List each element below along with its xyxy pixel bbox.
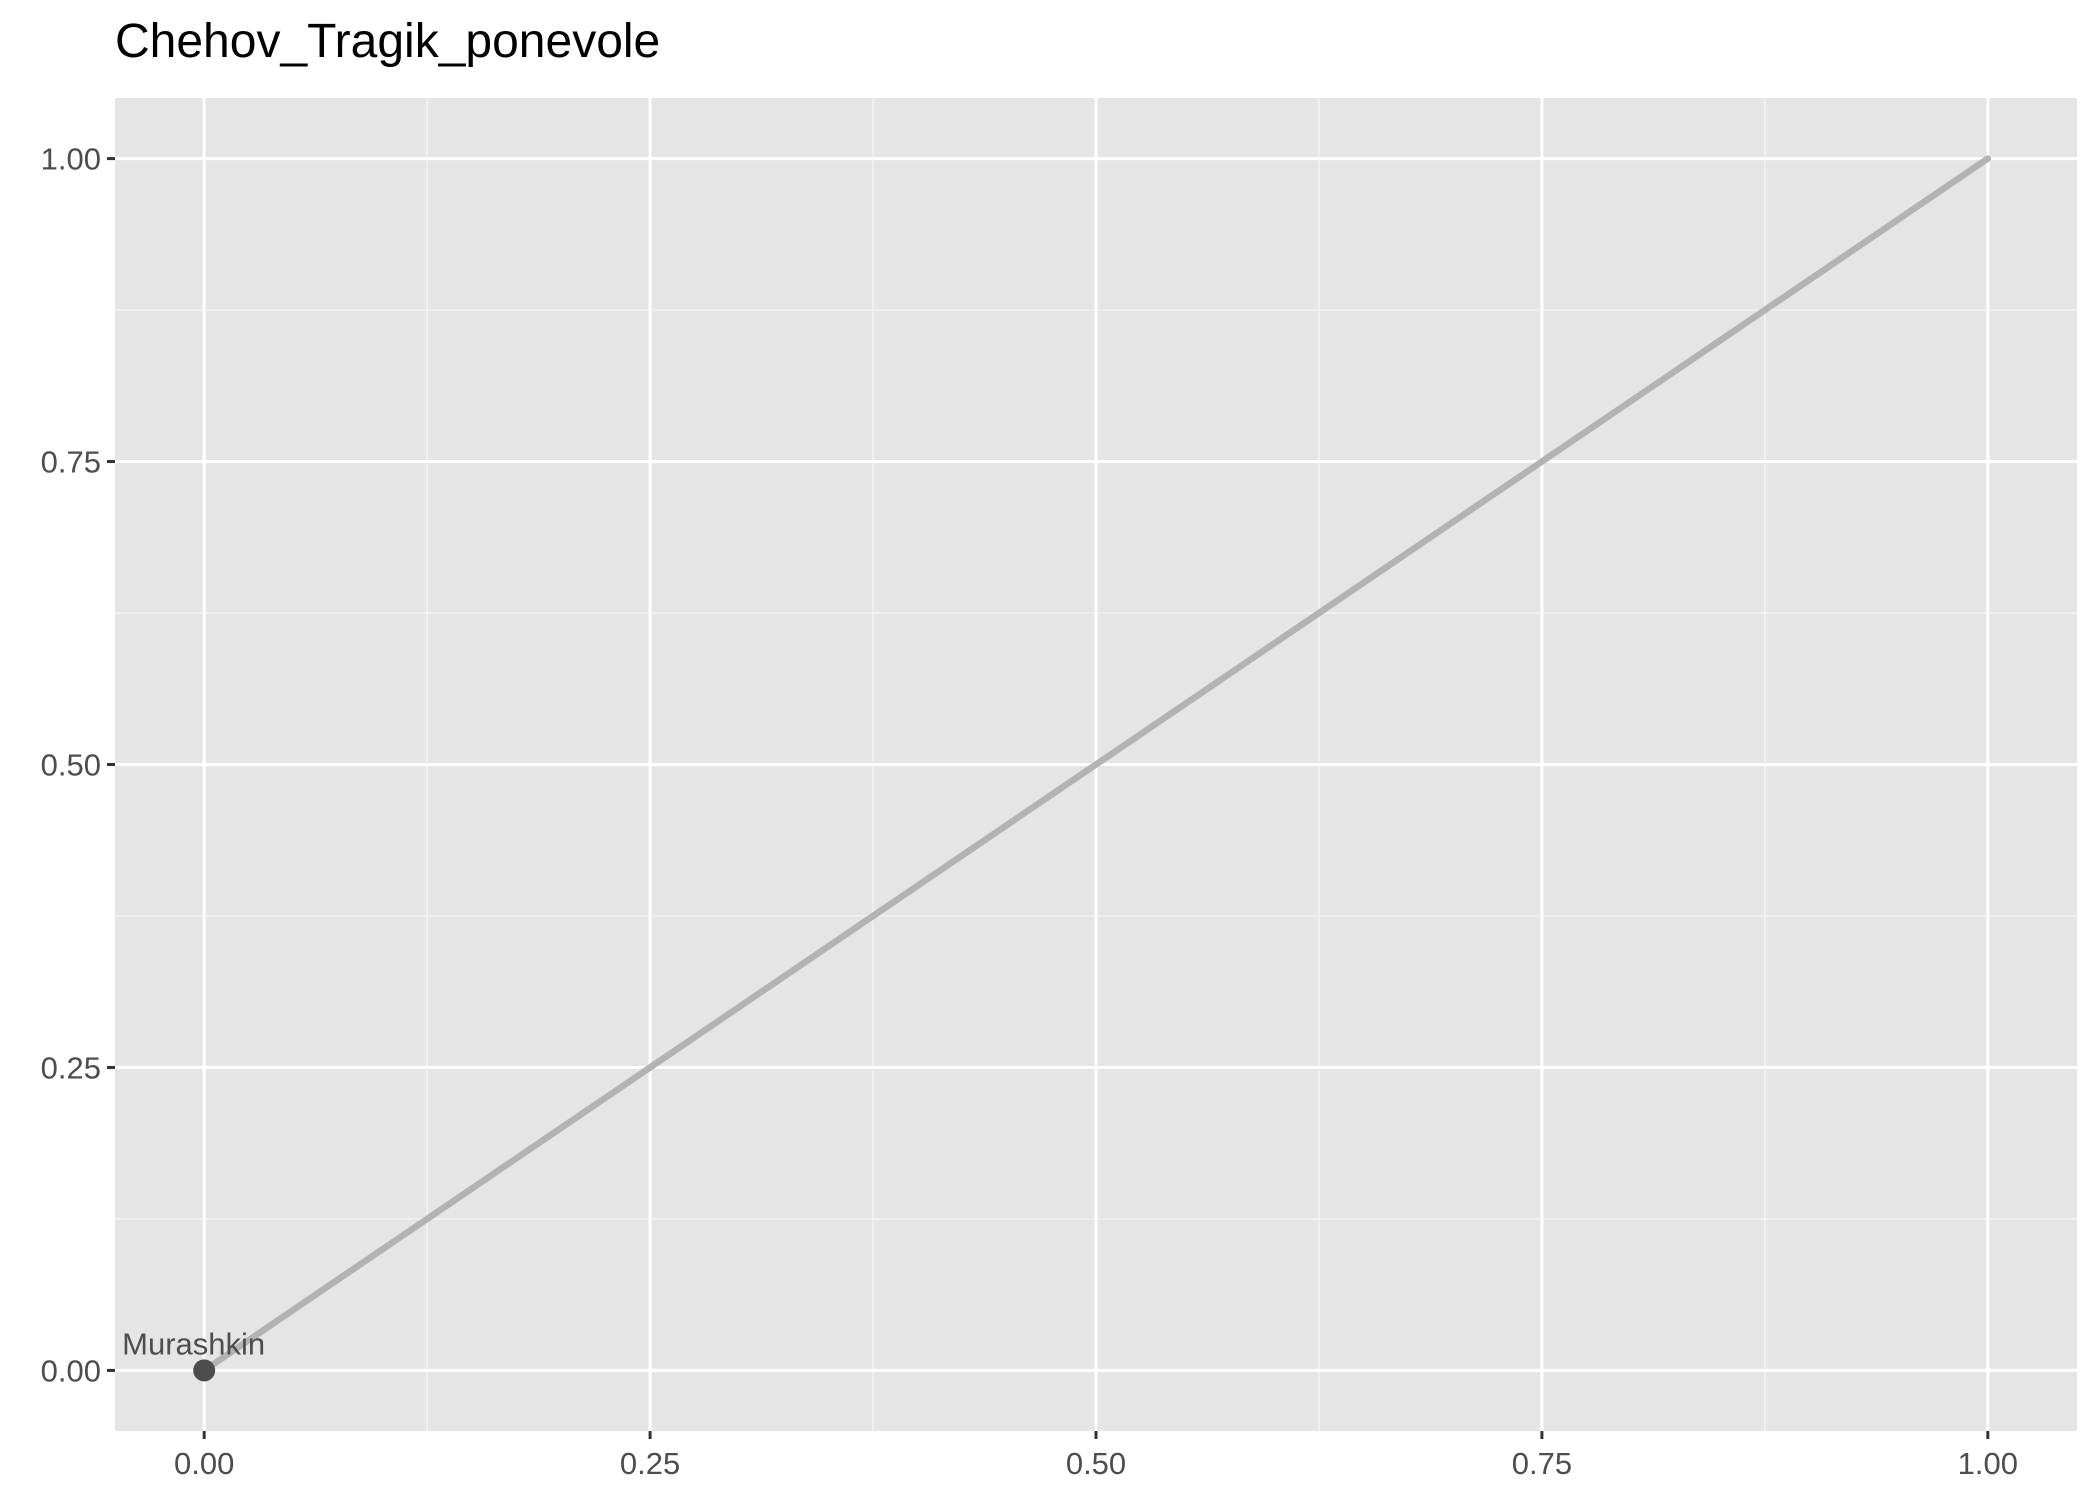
point-label: Murashkin bbox=[122, 1326, 265, 1361]
y-tick-label: 0.25 bbox=[41, 1050, 101, 1085]
x-tick-label: 0.50 bbox=[1066, 1446, 1126, 1481]
y-tick-label: 0.50 bbox=[41, 748, 101, 783]
x-tick-label: 0.25 bbox=[620, 1446, 680, 1481]
y-tick-label: 0.75 bbox=[41, 445, 101, 480]
chart-title: Chehov_Tragik_ponevole bbox=[115, 15, 661, 68]
x-tick-label: 0.75 bbox=[1512, 1446, 1572, 1481]
data-point bbox=[193, 1359, 216, 1382]
reference-line bbox=[200, 155, 1992, 1374]
x-tick-label: 1.00 bbox=[1958, 1446, 2018, 1481]
y-tick-label: 0.00 bbox=[41, 1353, 101, 1388]
y-tick-label: 1.00 bbox=[41, 142, 101, 177]
x-tick-label: 0.00 bbox=[174, 1446, 234, 1481]
